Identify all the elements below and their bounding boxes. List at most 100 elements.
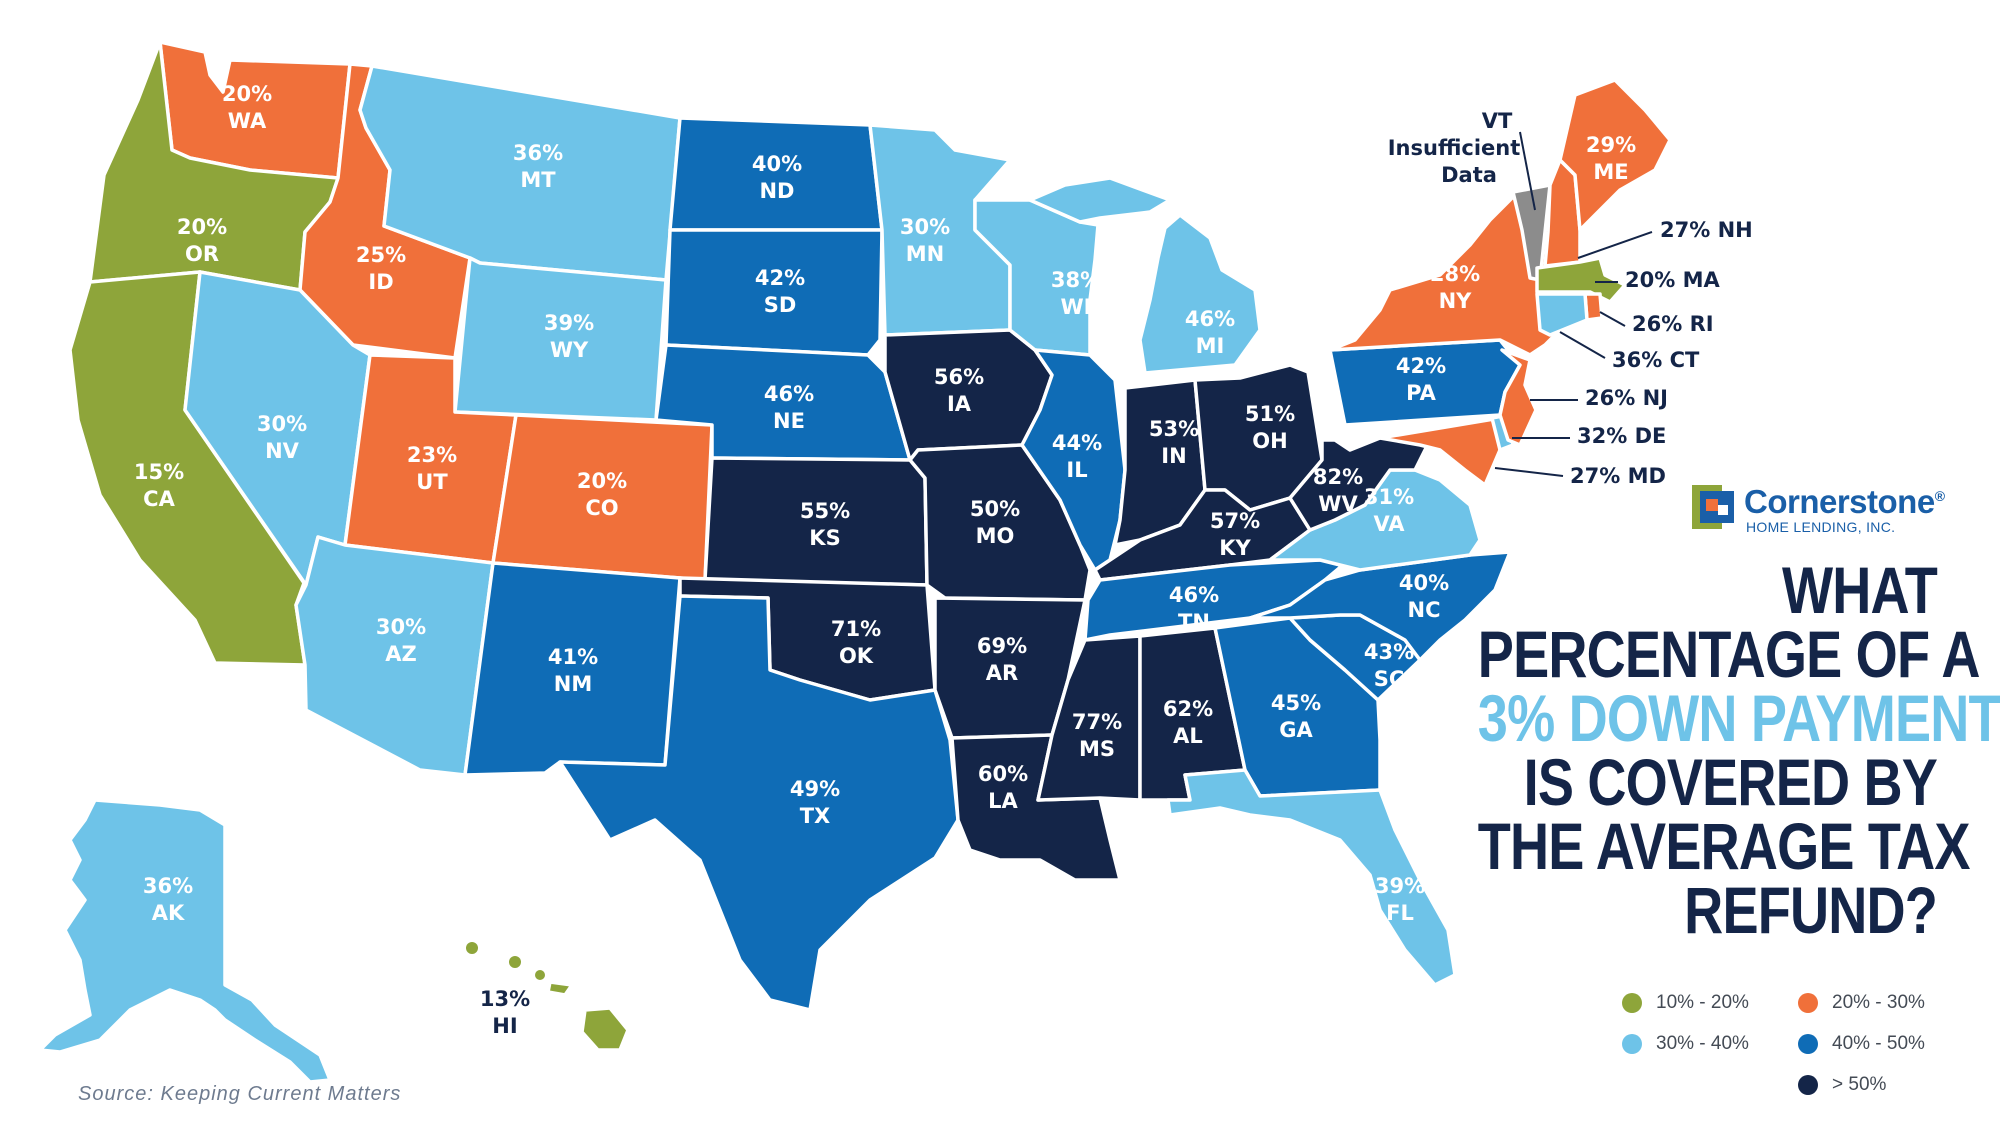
label-NE-abbr: NE bbox=[773, 409, 805, 433]
label-TX-pct: 49% bbox=[790, 777, 840, 801]
label-SD-abbr: SD bbox=[764, 293, 797, 317]
callout-DE: 32% DE bbox=[1577, 424, 1666, 448]
label-WV-pct: 82% bbox=[1313, 465, 1363, 489]
cornerstone-logo: Cornerstone® HOME LENDING, INC. bbox=[1692, 483, 1952, 538]
label-OK-abbr: OK bbox=[839, 644, 874, 668]
label-HI-abbr: HI bbox=[492, 1014, 517, 1038]
state-labels: 20% WA 20% OR 15% CA 25% ID 30% NV 36% M… bbox=[134, 82, 1636, 1038]
state-NM bbox=[463, 561, 682, 777]
label-HI-pct: 13% bbox=[480, 987, 530, 1011]
legend-label: 30% - 40% bbox=[1656, 1033, 1749, 1054]
label-MN-pct: 30% bbox=[900, 215, 950, 239]
label-KY-pct: 57% bbox=[1210, 509, 1260, 533]
label-NY-pct: 28% bbox=[1430, 262, 1480, 286]
label-UT-abbr: UT bbox=[416, 470, 448, 494]
state-HI-island-1 bbox=[466, 942, 478, 954]
label-TX-abbr: TX bbox=[800, 804, 831, 828]
label-ME-abbr: ME bbox=[1593, 160, 1628, 184]
state-MS bbox=[1036, 634, 1142, 802]
legend-item-30-40: 30% - 40% bbox=[1622, 1031, 1749, 1057]
label-AR-pct: 69% bbox=[977, 634, 1027, 658]
house-logo-icon bbox=[1692, 485, 1734, 529]
legend: 10% - 20% 20% - 30% 30% - 40% 40% - 50% … bbox=[1622, 990, 1952, 1120]
callout-CT: 36% CT bbox=[1612, 348, 1700, 372]
state-NC bbox=[1248, 550, 1512, 662]
label-VA-abbr: VA bbox=[1373, 512, 1405, 536]
state-FL bbox=[1166, 768, 1457, 987]
label-OR-abbr: OR bbox=[185, 242, 219, 266]
label-TN-pct: 46% bbox=[1169, 583, 1219, 607]
label-NV-pct: 30% bbox=[257, 412, 307, 436]
state-NJ bbox=[1498, 348, 1538, 447]
label-ID-pct: 25% bbox=[356, 243, 406, 267]
legend-swatch bbox=[1622, 993, 1642, 1013]
label-AZ-pct: 30% bbox=[376, 615, 426, 639]
label-SC-pct: 43% bbox=[1364, 640, 1414, 664]
label-NV-abbr: NV bbox=[265, 439, 300, 463]
legend-label: > 50% bbox=[1832, 1074, 1887, 1095]
label-MO-pct: 50% bbox=[970, 497, 1020, 521]
callout-NH-leader bbox=[1577, 231, 1653, 259]
label-IN-pct: 53% bbox=[1149, 417, 1199, 441]
label-AL-pct: 62% bbox=[1163, 697, 1213, 721]
legend-item-20-30: 20% - 30% bbox=[1798, 990, 1925, 1016]
callout-MA: 20% MA bbox=[1625, 268, 1720, 292]
label-KY-abbr: KY bbox=[1219, 536, 1251, 560]
legend-item-10-20: 10% - 20% bbox=[1622, 990, 1749, 1016]
headline-line-6: REFUND? bbox=[1684, 873, 1938, 947]
label-ME-pct: 29% bbox=[1586, 133, 1636, 157]
legend-label: 10% - 20% bbox=[1656, 992, 1749, 1013]
label-CA-abbr: CA bbox=[143, 487, 175, 511]
label-MT-abbr: MT bbox=[520, 168, 556, 192]
legend-label: 40% - 50% bbox=[1832, 1033, 1925, 1054]
headline-line-1: WHAT bbox=[1781, 553, 1938, 627]
headline-line-3: 3% DOWN PAYMENT bbox=[1477, 681, 2000, 755]
state-MI-UP bbox=[1028, 176, 1172, 224]
legend-item-50-plus: > 50% bbox=[1798, 1072, 1886, 1098]
label-GA-abbr: GA bbox=[1279, 718, 1313, 742]
callout-VT-leader bbox=[1519, 131, 1536, 211]
label-OH-abbr: OH bbox=[1252, 429, 1287, 453]
callout-RI: 26% RI bbox=[1632, 312, 1714, 336]
callout-MD: 27% MD bbox=[1570, 464, 1666, 488]
state-SD bbox=[664, 228, 884, 357]
label-IL-pct: 44% bbox=[1052, 431, 1102, 455]
label-KS-pct: 55% bbox=[800, 499, 850, 523]
label-LA-abbr: LA bbox=[988, 789, 1018, 813]
label-LA-pct: 60% bbox=[978, 762, 1028, 786]
callout-MD-leader bbox=[1494, 467, 1564, 477]
label-MS-abbr: MS bbox=[1079, 737, 1115, 761]
state-HI-island-3 bbox=[535, 970, 545, 980]
northeast-callouts: VT Insufficient Data 27% NH 20% MA 26% R… bbox=[1388, 109, 1753, 488]
label-FL-abbr: FL bbox=[1386, 901, 1414, 925]
callout-NH: 27% NH bbox=[1660, 218, 1753, 242]
label-CO-abbr: CO bbox=[585, 496, 618, 520]
label-AR-abbr: AR bbox=[986, 661, 1018, 685]
label-WY-pct: 39% bbox=[544, 311, 594, 335]
headline-line-5: THE AVERAGE TAX bbox=[1477, 809, 1971, 883]
source-note: Source: Keeping Current Matters bbox=[78, 1083, 402, 1105]
label-VA-pct: 31% bbox=[1364, 485, 1414, 509]
label-WI-abbr: WI bbox=[1061, 295, 1092, 319]
label-MT-pct: 36% bbox=[513, 141, 563, 165]
legend-label: 20% - 30% bbox=[1832, 992, 1925, 1013]
logo-name: Cornerstone® bbox=[1744, 483, 1945, 520]
label-WA-pct: 20% bbox=[222, 82, 272, 106]
label-NY-abbr: NY bbox=[1439, 289, 1473, 313]
callout-VT-line2: Insufficient bbox=[1388, 136, 1521, 160]
label-CO-pct: 20% bbox=[577, 469, 627, 493]
label-MS-pct: 77% bbox=[1072, 710, 1122, 734]
label-IL-abbr: IL bbox=[1066, 458, 1087, 482]
callout-VT-line3: Data bbox=[1441, 163, 1497, 187]
state-CT bbox=[1535, 292, 1589, 337]
label-SD-pct: 42% bbox=[755, 266, 805, 290]
legend-item-40-50: 40% - 50% bbox=[1798, 1031, 1925, 1057]
state-ME bbox=[1558, 78, 1672, 232]
label-WA-abbr: WA bbox=[228, 109, 267, 133]
label-AK-abbr: AK bbox=[152, 901, 185, 925]
legend-swatch bbox=[1798, 1034, 1818, 1054]
state-MA bbox=[1535, 256, 1627, 304]
label-PA-pct: 42% bbox=[1396, 354, 1446, 378]
